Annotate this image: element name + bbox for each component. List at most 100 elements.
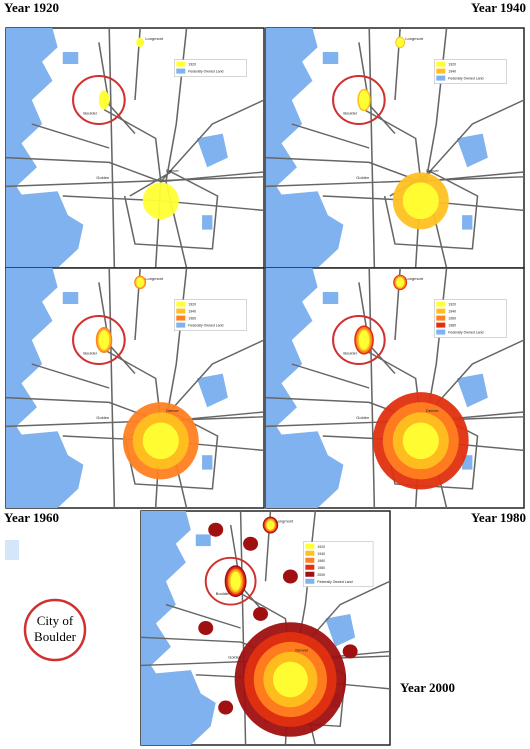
place-label: Longmont <box>145 36 164 41</box>
legend-label: 1940 <box>317 552 325 556</box>
road <box>265 156 525 183</box>
federal-land <box>462 215 473 230</box>
map-title: Year 1980 <box>471 510 526 525</box>
place-label: Longmont <box>405 36 424 41</box>
road <box>5 176 265 188</box>
legend-box <box>434 299 507 338</box>
legend-label: 1920 <box>188 63 196 67</box>
urban-area <box>396 37 405 48</box>
road <box>291 363 370 389</box>
legend-swatch <box>176 301 186 307</box>
legend-swatch <box>436 61 446 67</box>
place-label: Golden <box>228 654 241 659</box>
legend-label: 1980 <box>317 566 325 570</box>
road <box>123 171 219 250</box>
place-label: Boulder <box>216 591 230 596</box>
boulder-circle <box>204 556 257 606</box>
urban-area <box>136 37 145 48</box>
legend-label: 1960 <box>188 317 196 321</box>
road <box>5 156 265 183</box>
legend-box <box>174 59 247 77</box>
urban-area <box>266 520 275 530</box>
road <box>31 123 110 149</box>
urban-area <box>402 422 439 460</box>
legend-swatch <box>305 571 315 577</box>
legend-swatch <box>305 564 315 570</box>
boulder-circle <box>72 75 126 125</box>
urban-area <box>98 90 110 110</box>
road <box>291 123 370 149</box>
urban-area <box>230 571 241 591</box>
place-label: Golden <box>96 415 109 420</box>
legend-label: 2000 <box>317 573 325 577</box>
urban-area <box>358 330 370 350</box>
legend-label: Federally Owned Land <box>188 70 223 74</box>
legend-label: Federally Owned Land <box>188 324 223 328</box>
legend-swatch <box>305 578 315 584</box>
road <box>31 363 110 389</box>
road <box>160 339 265 423</box>
road <box>98 42 136 135</box>
road <box>160 99 265 183</box>
legend-label: 1940 <box>448 310 456 314</box>
legend-swatch <box>305 550 315 556</box>
urban-area <box>208 522 224 537</box>
legend-label: Federally Owned Land <box>317 580 352 584</box>
urban-area <box>198 620 214 636</box>
boulder-circle <box>72 315 126 365</box>
place-label: Boulder <box>83 110 97 115</box>
callout-line: Boulder <box>34 629 77 644</box>
legend-swatch <box>436 301 446 307</box>
place-label: Boulder <box>343 350 357 355</box>
legend-label: 1940 <box>188 310 196 314</box>
urban-area <box>253 606 268 621</box>
place-label: Golden <box>96 175 109 180</box>
federal-land <box>6 431 84 508</box>
federal-land <box>196 373 228 408</box>
legend-swatch <box>305 543 315 549</box>
map <box>140 510 391 746</box>
urban-area <box>243 536 259 551</box>
road <box>368 267 376 509</box>
federal-land <box>322 292 339 304</box>
urban-area <box>396 277 405 288</box>
legend-label: Federally Owned Land <box>448 331 483 335</box>
place-label: Denver <box>166 408 180 413</box>
federal-land <box>6 191 84 268</box>
map <box>5 267 265 509</box>
urban-area <box>98 330 110 350</box>
urban-area <box>218 700 234 715</box>
legend-box <box>174 299 247 331</box>
federal-land <box>202 455 213 470</box>
legend-label: 1960 <box>448 317 456 321</box>
legend-label: 1980 <box>448 324 456 328</box>
legend-label: 1920 <box>448 303 456 307</box>
legend-swatch <box>176 322 186 328</box>
urban-area <box>136 277 145 288</box>
road <box>165 603 241 629</box>
legend-swatch <box>176 308 186 314</box>
legend-label: 1960 <box>317 559 325 563</box>
place-label: Golden <box>356 415 369 420</box>
legend-box <box>434 59 507 84</box>
map <box>5 27 265 269</box>
federal-land <box>456 133 488 168</box>
legend-label: Federally Owned Land <box>448 77 483 81</box>
legend-box <box>303 541 374 587</box>
legend-swatch <box>176 315 186 321</box>
place-label: Denver <box>426 168 440 173</box>
federal-land <box>62 52 79 64</box>
legend-fragment <box>5 540 19 560</box>
urban-area <box>342 644 358 659</box>
map-title: Year 1960 <box>4 510 59 525</box>
legend-label: 1920 <box>317 545 325 549</box>
place-label: Longmont <box>405 276 424 281</box>
place-label: Boulder <box>343 110 357 115</box>
legend-swatch <box>436 315 446 321</box>
place-label: Longmont <box>145 276 164 281</box>
legend-swatch <box>305 557 315 563</box>
place-label: Denver <box>166 168 180 173</box>
legend-label: 1940 <box>448 70 456 74</box>
legend-label: 1920 <box>448 63 456 67</box>
